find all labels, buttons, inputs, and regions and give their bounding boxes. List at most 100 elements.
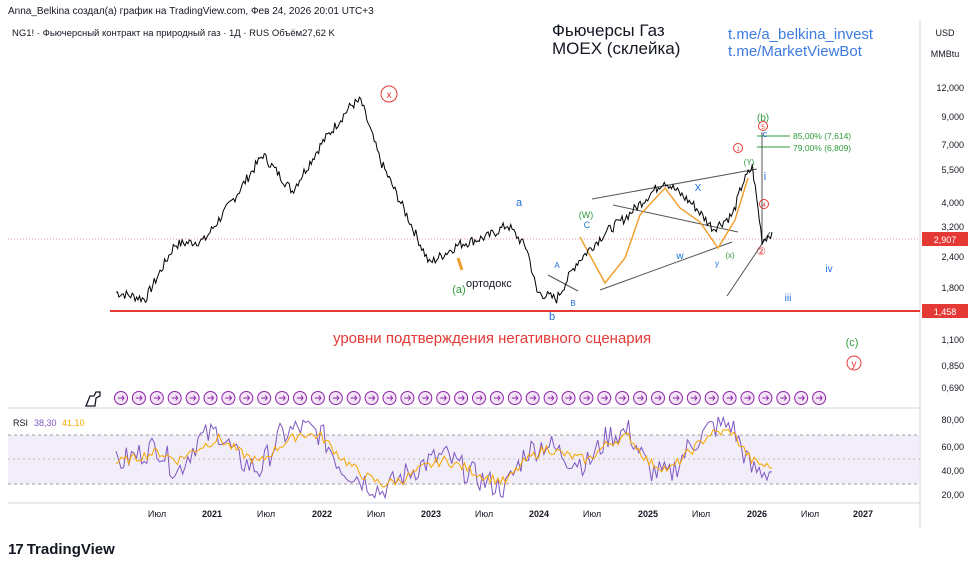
level-price-badge — [922, 304, 968, 318]
wave-i-label: i — [764, 171, 766, 183]
event-arrow-icon — [261, 395, 268, 401]
channel-lower-line[interactable] — [599, 241, 733, 291]
event-arrow-icon — [368, 395, 376, 401]
wave-X-label: X — [695, 183, 702, 194]
time-axis-label: 2024 — [528, 509, 550, 519]
orthodox-label: ортодокс — [466, 278, 512, 290]
event-markers-row[interactable] — [114, 391, 827, 405]
orange-wave-path[interactable] — [579, 177, 749, 285]
event-arrow-icon — [637, 395, 644, 401]
time-axis-label: 2022 — [311, 509, 333, 519]
price-axis-tick: 5,500 — [941, 165, 964, 175]
channel-inner-line[interactable] — [612, 204, 739, 233]
tradingview-logo[interactable]: 17 TradingView — [8, 541, 115, 558]
fib-85-label: 85,00% (7,614) — [793, 131, 851, 141]
small-triangle-line[interactable] — [547, 274, 579, 292]
wave-xx-label: (x) — [725, 251, 735, 260]
rsi-legend-label[interactable]: RSI — [13, 418, 28, 428]
current-price-value: 2,907 — [934, 235, 957, 245]
time-axis-label: Июл — [147, 509, 167, 519]
event-arrow-icon — [189, 395, 197, 401]
event-arrow-icon — [672, 395, 680, 401]
event-arrow-icon — [816, 395, 823, 401]
price-series-line[interactable] — [115, 96, 773, 304]
time-axis-label: Июл — [800, 509, 820, 519]
wave-1-circle — [733, 143, 743, 153]
telegram-link-1[interactable]: t.me/a_belkina_invest — [728, 26, 874, 43]
unit-label[interactable]: MMBtu — [931, 49, 960, 59]
chart-attribution: Anna_Belkina создал(а) график на Trading… — [8, 6, 374, 17]
wave-W-label: (W) — [579, 210, 594, 220]
event-arrow-icon — [529, 395, 537, 401]
tradingview-brand: TradingView — [26, 541, 115, 558]
tradingview-mark-icon: 17 — [8, 541, 24, 558]
time-axis-label: 2027 — [852, 509, 874, 519]
price-axis-tick: 0,850 — [941, 361, 964, 371]
wave-iii-label: iii — [785, 293, 792, 304]
event-arrow-icon — [458, 395, 465, 401]
event-arrow-icon — [762, 395, 770, 401]
negative-scenario-label: уровни подтверждения негативного сценари… — [333, 330, 651, 347]
event-arrow-icon — [726, 395, 734, 401]
wave-C-label: C — [584, 220, 591, 230]
rsi-ma-series-line[interactable] — [115, 428, 773, 488]
event-arrow-icon — [225, 395, 233, 401]
wave-5-label: 5 — [761, 125, 765, 131]
rsi-axis-tick: 60,00 — [941, 442, 964, 452]
wave-y-red-label: y — [852, 359, 857, 370]
symbol-info-line[interactable]: NG1! · Фьючерсный контракт на природный … — [12, 28, 335, 39]
event-arrow-icon — [297, 395, 304, 401]
wave-b-green-label: (b) — [757, 113, 769, 124]
wave-4-label: 4 — [762, 203, 766, 209]
rsi-legend-value: 38,30 — [34, 418, 57, 428]
event-arrow-icon — [135, 395, 143, 401]
time-axis-label: Июл — [691, 509, 711, 519]
price-axis-tick: 1,100 — [941, 335, 964, 345]
dino-icon[interactable] — [85, 391, 101, 407]
event-arrow-icon — [655, 395, 662, 401]
telegram-link-2[interactable]: t.me/MarketViewBot — [728, 43, 863, 60]
wave-4-circle — [759, 199, 769, 209]
channel-upper-line[interactable] — [591, 168, 758, 200]
time-axis-label: Июл — [366, 509, 386, 519]
price-axis-tick: 1,800 — [941, 283, 964, 293]
price-axis-tick: 2,400 — [941, 252, 964, 262]
current-price-badge — [922, 232, 968, 246]
event-arrow-icon — [780, 395, 787, 401]
event-arrow-icon — [547, 395, 555, 401]
rsi-axis-tick: 40,00 — [941, 466, 964, 476]
wave-iv-label: iv — [825, 264, 832, 275]
event-arrow-icon — [118, 395, 125, 401]
price-axis-tick: 3,200 — [941, 222, 964, 232]
wave-5-circle — [758, 121, 768, 131]
event-arrow-icon — [153, 395, 161, 401]
event-arrow-icon — [619, 395, 626, 401]
time-axis-label: Июл — [582, 509, 602, 519]
wave-A-label: A — [554, 261, 560, 270]
time-axis-label: Июл — [474, 509, 494, 519]
currency-label[interactable]: USD — [935, 28, 955, 38]
wave-B-label: B — [570, 299, 575, 308]
wave-c-blue-label: c — [763, 129, 768, 139]
rsi-series-line[interactable] — [115, 415, 773, 500]
event-arrow-icon — [565, 395, 573, 401]
event-arrow-icon — [798, 395, 805, 401]
event-arrow-icon — [243, 395, 250, 401]
price-axis-tick: 0,690 — [941, 383, 964, 393]
event-arrow-icon — [601, 395, 608, 401]
wave-a-green-label: (a) — [452, 284, 465, 296]
event-arrow-icon — [314, 395, 322, 401]
event-arrow-icon — [207, 395, 215, 401]
time-axis-label: Июл — [256, 509, 276, 519]
price-axis-tick: 7,000 — [941, 140, 964, 150]
wave-y-label: y — [715, 259, 719, 268]
wave-x-top-circle — [380, 85, 398, 103]
fib-79-label: 79,00% (6,809) — [793, 143, 851, 153]
orange-marker-a — [456, 257, 464, 271]
price-axis-tick: 9,000 — [941, 112, 964, 122]
rsi-ma-legend-value: 41,10 — [62, 418, 85, 428]
event-arrow-icon — [404, 395, 412, 401]
title-annotation-2: MOEX (склейка) — [552, 39, 680, 58]
